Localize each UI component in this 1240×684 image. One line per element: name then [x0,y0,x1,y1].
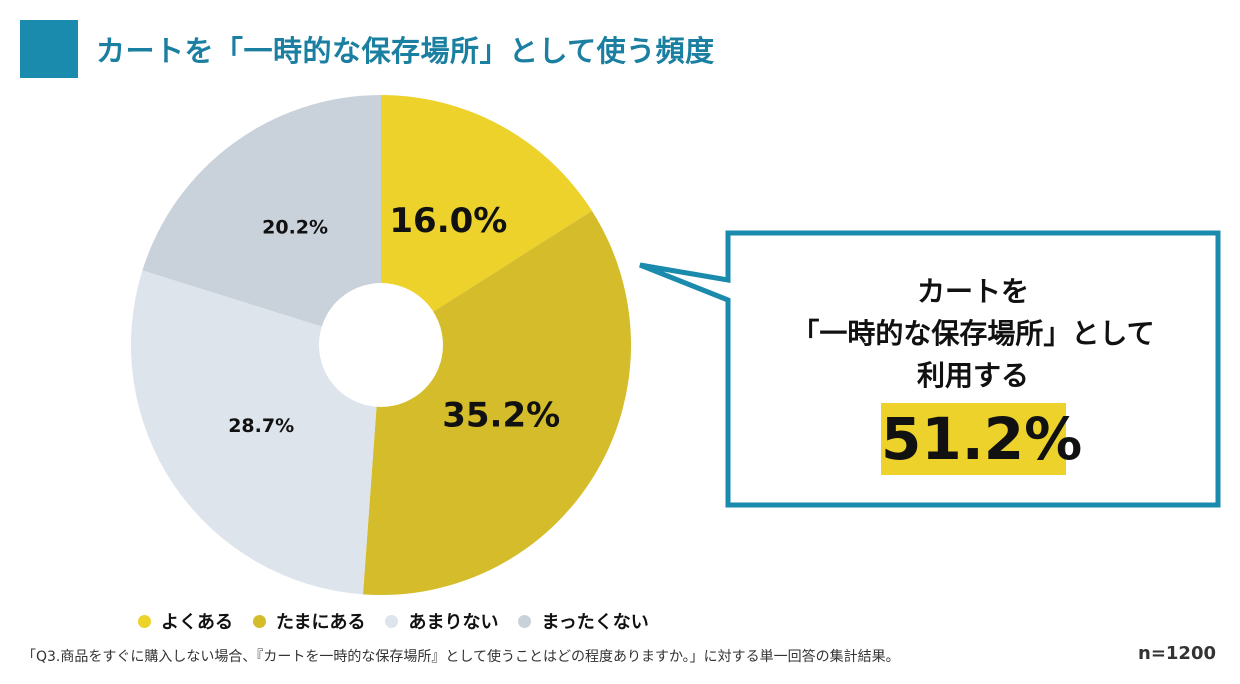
legend-item-never: まったくない [518,608,649,634]
legend-swatch [518,614,532,628]
legend-label: あまりない [408,612,499,633]
slice-labels: 16.0% 35.2% 28.7% 20.2% [228,201,560,437]
legend-label: まったくない [541,612,649,633]
legend-item-sometimes: たまにある [253,608,365,634]
legend-label: よくある [161,612,233,633]
legend-swatch [138,614,151,628]
title-marker [20,20,78,78]
chart-title: カートを「一時的な保存場所」として使う頻度 [96,34,715,68]
legend-swatch [253,614,266,628]
legend-swatch [385,614,399,628]
slice-label-never: 20.2% [262,217,328,239]
pie-slice-often [381,95,592,345]
slice-label-rarely: 28.7% [228,415,294,437]
pie-slice-rarely [130,270,381,595]
legend: よくある たまにある あまりない まったくない [138,608,649,634]
pie-slices [130,95,631,596]
legend-item-rarely: あまりない [385,608,498,634]
callout-line-2: 「一時的な保存場所」として [791,317,1155,350]
callout-value: 51.2% [881,403,1083,475]
callout-box [639,230,1221,508]
pie-slice-sometimes [362,210,631,596]
slice-label-sometimes: 35.2% [442,395,560,435]
legend-item-often: よくある [138,608,233,634]
slice-label-often: 16.0% [389,201,507,241]
donut-hole [319,283,443,407]
footnote: 「Q3.商品をすぐに購入しない場合、『カートを一時的な保存場所』として使うことは… [22,649,900,665]
callout-line-1: カートを [916,275,1029,308]
legend-label: たまにある [276,612,366,633]
callout-line-3: 利用する [916,359,1029,392]
pie-slice-never [142,95,381,345]
sample-size: n=1200 [1138,643,1216,664]
